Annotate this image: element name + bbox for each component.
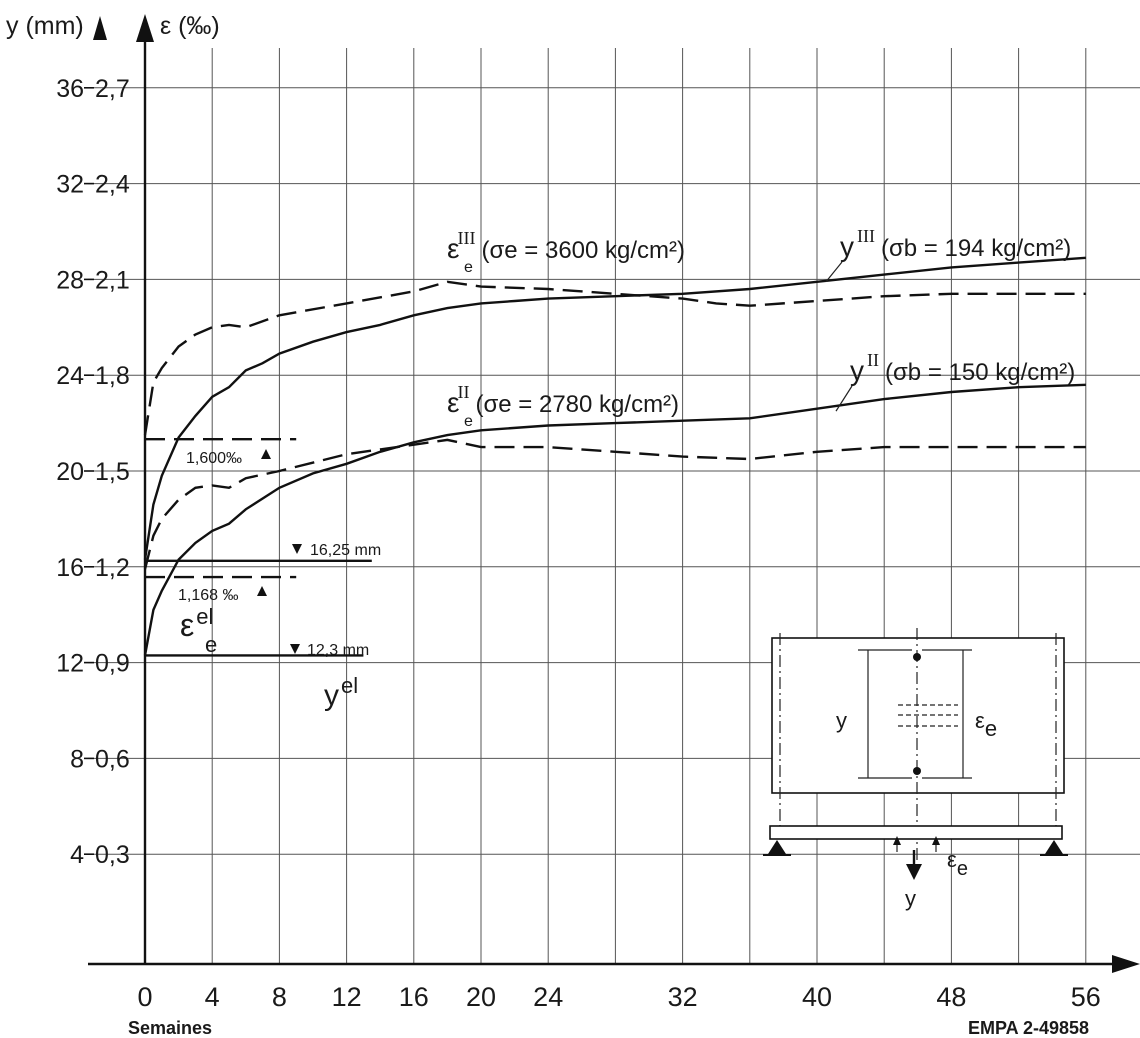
y-axis-arrow [136,14,154,42]
y-axis-title: y (mm) [6,12,84,40]
x-axis-title: Semaines [128,1018,212,1038]
inset-gauge-top [913,653,921,661]
x-tick-label: 24 [533,982,563,1012]
reference-line-label: 1,600‰ [186,450,242,467]
y2-tick-label: 1,2 [95,554,130,582]
y-tick-label: 20 [56,458,84,486]
label-eps-iii-sub: e [464,259,473,276]
x-tick-label: 12 [332,982,362,1012]
reference-line-label: 16,25 mm [310,542,381,559]
label-eps-el-sub: e [205,632,217,657]
y2-tick-label: 0,9 [95,650,130,678]
label-eps-ii-sup: II [457,382,469,402]
x-tick-label: 48 [936,982,966,1012]
inset-gauge-bottom [913,767,921,775]
y2-tick-label: 2,4 [95,171,130,199]
x-tick-labels: 0 4 8 12 16 20 24 32 40 48 56 [137,982,1100,1012]
label-eps-ii: εII (σe = 2780 kg/cm²) [447,382,679,418]
label-eps-el-sup: el [196,604,213,629]
y-tick-label: 16 [56,554,84,582]
inset-eps-label: εe [975,708,997,741]
series-1-line [143,280,1086,436]
inset-support-left [768,840,786,854]
label-eps-ii-sub: e [464,413,473,430]
reference-line-label: 12,3 mm [307,642,369,659]
x-tick-label: 32 [668,982,698,1012]
x-tick-label: 4 [205,982,220,1012]
y-tick-label: 4 [70,841,84,869]
inset-support-right [1045,840,1063,854]
reference-line-marker [290,644,300,654]
label-y-iii-sup: III [857,226,875,246]
leader-y-iii [825,261,843,283]
inset-beam-eps-main: ε [947,847,957,872]
label-y-ii: y II (σb = 150 kg/cm²) [850,350,1075,386]
label-y-iii-main: y [840,231,854,262]
y2-tick-label: 1,5 [95,458,130,486]
inset-eps-sub: e [985,716,997,741]
series-0-line [143,256,1086,560]
inset-y-label: y [836,708,847,733]
x-tick-label: 40 [802,982,832,1012]
inset-gauge-right-arrow [932,836,940,845]
x-tick-label: 8 [272,982,287,1012]
reference-line-label: 1,168 ‰ [178,587,238,604]
x-tick-label: 56 [1071,982,1101,1012]
y2-tick-label: 2,1 [95,266,130,294]
inset-beam-eps-sub: e [957,858,968,880]
y-tick-labels: 4 0,3 8 0,6 12 0,9 16 1,2 20 1,5 24 1,8 28 2,1 32 2,4 36… [56,75,130,869]
y-tick-label: 24 [56,362,84,390]
label-y-ii-rest: (σb = 150 kg/cm²) [885,359,1075,386]
label-y-ii-main: y [850,355,864,386]
reference-code: EMPA 2-49858 [968,1018,1089,1038]
label-eps-iii: εIII (σe = 3600 kg/cm²) [447,228,685,264]
leader-y-ii [835,385,853,412]
y-axis-left-arrow [93,16,107,40]
reference-lines: 1,600‰ 16,25 mm 1,168 ‰ 12,3 mm [145,437,381,659]
grid [88,48,1140,964]
x-tick-label: 16 [399,982,429,1012]
label-y-iii: y III (σb = 194 kg/cm²) [840,226,1071,262]
label-eps-ii-main: ε [447,387,459,418]
y2-axis-title: ε (‰) [160,12,220,40]
reference-line-marker [257,586,267,596]
label-eps-ii-rest: (σe = 2780 kg/cm²) [475,391,679,418]
series-3-line [143,438,1086,570]
y2-tick-label: 0,6 [95,745,130,773]
label-y-iii-rest: (σb = 194 kg/cm²) [881,235,1071,262]
reference-line-marker [261,449,271,459]
label-eps-el: εel [180,604,213,643]
x-axis-arrow [1112,955,1140,973]
label-eps-iii-sup: III [457,228,475,248]
y-tick-label: 32 [56,171,84,199]
inset-deflection-arrow [906,864,922,880]
reference-line-marker [292,544,302,554]
y2-tick-label: 2,7 [95,75,130,103]
label-y-el-sup: el [341,673,358,698]
inset-beam-eps: εe [947,847,968,880]
x-tick-label: 20 [466,982,496,1012]
y2-tick-label: 0,3 [95,841,130,869]
inset-gauge-left-arrow [893,836,901,845]
series-lines [143,256,1086,656]
label-eps-iii-main: ε [447,233,459,264]
inset-beam [769,825,1063,840]
y-tick-label: 36 [56,75,84,103]
y2-tick-label: 1,8 [95,362,130,390]
label-eps-el-main: ε [180,607,194,643]
inset-schematic: y εe εe y [763,628,1068,911]
x-tick-label: 0 [137,982,152,1012]
label-y-ii-sup: II [867,350,879,370]
label-y-el-main: y [324,679,339,712]
y-tick-label: 12 [56,650,84,678]
label-eps-iii-rest: (σe = 3600 kg/cm²) [481,237,685,264]
inset-eps-main: ε [975,708,985,733]
label-y-el: yel [324,673,358,712]
y-tick-label: 8 [70,745,84,773]
y-tick-label: 28 [56,266,84,294]
inset-beam-y: y [905,886,916,911]
